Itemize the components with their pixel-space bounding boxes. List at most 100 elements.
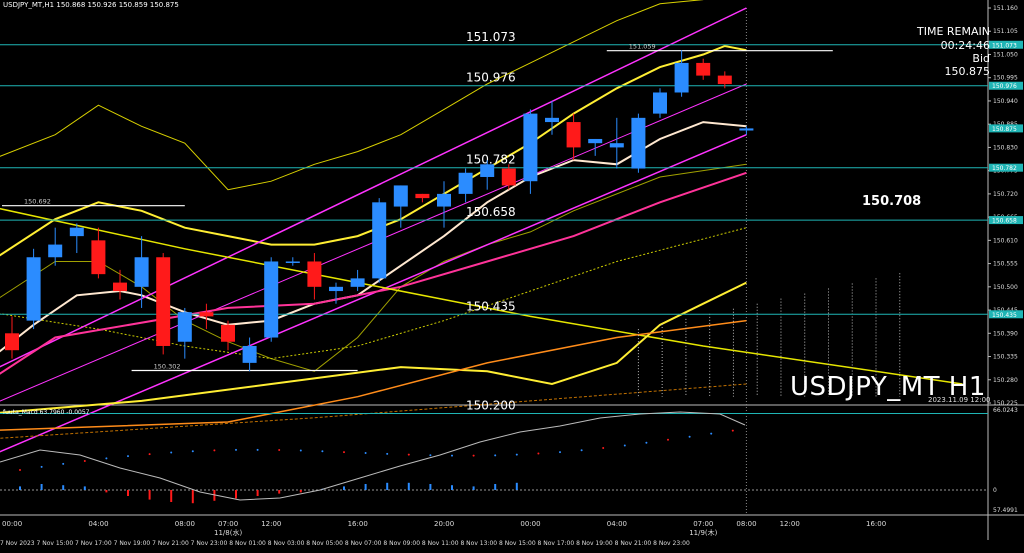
axis-tick-label: 150.500 xyxy=(993,284,1018,291)
mark-label: 150.302 xyxy=(154,362,181,370)
time-tick-label: 08:00 xyxy=(736,520,756,528)
candle-bull xyxy=(609,143,624,148)
macd-label: fuuta_Macd 63.7960 -0.0057 xyxy=(3,409,90,416)
level-label: 150.200 xyxy=(466,399,516,413)
level-lines: 151.073 150.976 150.782 150.658 150.435 150.2… xyxy=(0,30,988,415)
channel-top xyxy=(0,7,747,368)
axis-highlight-box xyxy=(989,310,1023,319)
candle-bull xyxy=(588,138,603,144)
candle-bull xyxy=(739,128,754,131)
candle-bull xyxy=(26,257,41,321)
candle-bull xyxy=(653,92,667,114)
candle-bear xyxy=(91,240,106,275)
candle-bull xyxy=(285,261,300,263)
candle-bear xyxy=(221,324,235,342)
candle-bear xyxy=(415,193,430,199)
time-tick-label: 07:00 xyxy=(218,520,238,528)
macd-dot xyxy=(299,449,302,452)
macd-dot xyxy=(170,451,173,454)
level-label: 150.976 xyxy=(466,71,516,85)
axis-highlight-box xyxy=(989,40,1023,49)
grid-layer xyxy=(0,0,1024,540)
macd-dot xyxy=(645,441,648,444)
axis-highlight-box xyxy=(989,124,1023,133)
macd-dot xyxy=(105,457,108,460)
time-tick-label: 04:00 xyxy=(607,520,627,528)
macd-dot xyxy=(667,438,669,441)
macd-dot xyxy=(364,451,367,454)
level-label: 150.658 xyxy=(466,205,516,219)
band-lower-outer xyxy=(0,163,747,372)
axis-tick-label: 150.225 xyxy=(993,400,1018,407)
axis-highlight-label: 150.875 xyxy=(992,126,1017,133)
candle-bear xyxy=(113,282,127,292)
axis-highlight-label: 151.073 xyxy=(992,42,1017,49)
time-remain-countdown: 00:24:46 xyxy=(940,39,990,52)
macd-dot xyxy=(429,454,432,457)
macd-signal-line xyxy=(0,411,746,501)
time-tick-label: 12:00 xyxy=(261,520,281,528)
macd-dot xyxy=(321,450,324,453)
candle-bull xyxy=(480,164,495,177)
macd-dot xyxy=(623,444,626,447)
macd-dot xyxy=(386,452,389,455)
candle-bull xyxy=(545,117,559,123)
symbol-timeframe: USDJPY_MT,H1 xyxy=(3,1,55,9)
macd-dot xyxy=(602,447,605,450)
candle-bull xyxy=(458,172,473,194)
mark-label: 150.692 xyxy=(24,198,51,206)
bid-label: Bid xyxy=(972,52,990,65)
macd-dot xyxy=(537,452,540,455)
macd-scale-label: 57.4991 xyxy=(993,507,1018,514)
candle-bear xyxy=(156,257,171,346)
candle-bull xyxy=(372,202,387,279)
axis-tick-label: 150.720 xyxy=(993,191,1018,198)
candle-bull xyxy=(177,312,192,342)
macd-dot xyxy=(451,454,453,457)
axis-tick-label: 150.280 xyxy=(993,377,1018,384)
candle-bull xyxy=(674,62,689,93)
axis-highlight-label: 150.658 xyxy=(992,218,1017,225)
axis-highlight-label: 150.976 xyxy=(992,83,1017,90)
macd-dot xyxy=(559,451,561,454)
candle-bull xyxy=(69,227,84,237)
level-label: 151.073 xyxy=(466,30,516,44)
macd-dot xyxy=(191,450,194,453)
candle-bull xyxy=(264,261,279,338)
time-tick-label: 00:00 xyxy=(2,520,22,528)
time-tick-label: 00:00 xyxy=(520,520,540,528)
macd-dot xyxy=(407,453,410,456)
macd-dot xyxy=(213,449,216,452)
candle-bear xyxy=(501,168,516,186)
time-date-label: 11/8(水) xyxy=(214,528,242,537)
time-tick-label: 12:00 xyxy=(780,520,800,528)
macd-dot xyxy=(343,451,345,454)
macd-dot xyxy=(494,454,497,457)
candle-bull xyxy=(523,113,538,182)
channel-mid xyxy=(0,83,747,402)
candle-bull xyxy=(393,185,408,207)
axis-tick-label: 150.830 xyxy=(993,144,1018,151)
axis-highlight-box xyxy=(989,163,1023,172)
axis-tick-label: 151.050 xyxy=(993,51,1018,58)
band-upper-outer xyxy=(0,0,704,191)
axis-tick-label: 150.610 xyxy=(993,237,1018,244)
timestamp-label: 2023.11.09 12:00 xyxy=(928,396,991,404)
macd-dot xyxy=(710,432,713,435)
candle-bear xyxy=(5,333,19,351)
candle-bull xyxy=(242,345,257,363)
bid-value: 150.875 xyxy=(944,65,991,78)
macd-dot xyxy=(83,460,86,463)
candle-bear xyxy=(199,312,214,317)
candle-bear xyxy=(307,261,322,287)
time-remain-label: TIME REMAIN xyxy=(917,25,990,38)
macd-dot xyxy=(580,449,583,452)
candle-bull xyxy=(350,278,365,287)
macd-dot xyxy=(235,448,237,451)
date-strip: 7 Nov 2023 7 Nov 15:00 7 Nov 17:00 7 Nov… xyxy=(0,540,690,547)
time-tick-label: 16:00 xyxy=(866,520,886,528)
ma-orange xyxy=(0,319,747,431)
ma-orange-dashed xyxy=(0,383,747,439)
